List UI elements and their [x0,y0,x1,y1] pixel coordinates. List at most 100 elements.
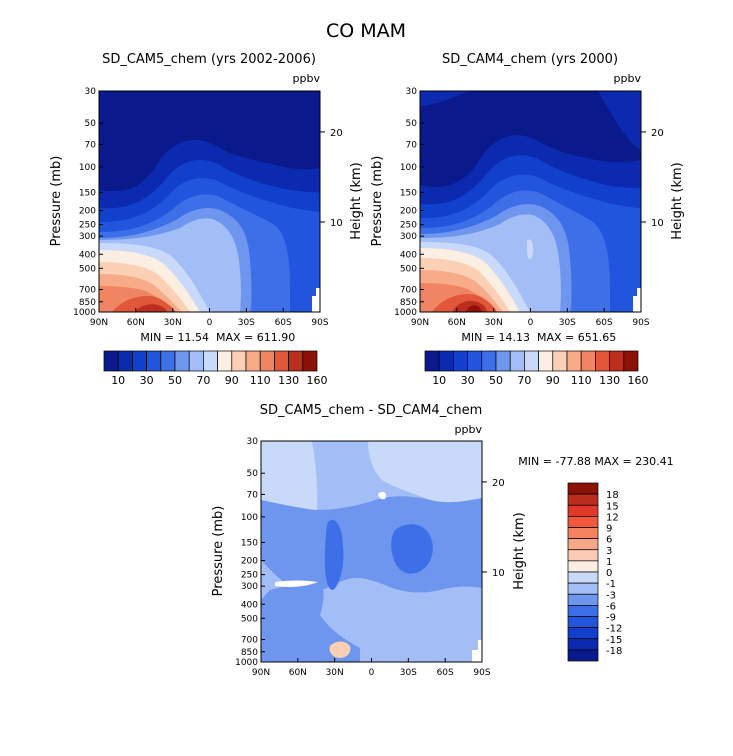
colorbar-label: 110 [250,374,271,387]
colorbar-swatch [288,350,304,372]
colorbar-label: 0 [606,568,612,579]
below-ground-mask [633,288,641,312]
colorbar-swatch [595,350,610,372]
axes: 90N 60N 30N 0 30S 60S 90S 30 50 70 100 150 200 250300… [235,437,505,678]
minmax-label: MIN = -77.88 MAX = 230.41 [518,455,673,468]
colorbar-label: 6 [606,535,612,546]
x-tick-label: 60N [289,668,307,678]
x-tick-label: 90N [252,668,270,678]
y-tick-label: 100 [79,163,96,173]
x-tick-label: 90S [311,318,328,328]
x-tick-label: 0 [528,318,534,328]
panel-title: SD_CAM5_chem (yrs 2002-2006) [102,52,316,67]
y-tick-label: 700 [241,636,258,646]
y-tick-label: 30 [247,437,259,447]
below-ground-mask [472,640,482,662]
colorbar-label: 10 [111,374,125,387]
panel-title: SD_CAM4_chem (yrs 2000) [442,52,618,67]
y-tick-label: 50 [85,119,97,129]
y-tick-label: 150 [400,188,417,198]
y-axis-label-right: Height (km) [349,162,364,239]
y-tick-label: 250 [400,221,417,231]
y-tick-label: 850 [79,298,96,308]
colorbar-swatch [567,638,599,651]
x-tick-label: 60S [275,318,292,328]
colorbar-swatch [188,350,204,372]
colorbar-label: 30 [140,374,154,387]
colorbar-swatch [567,538,599,551]
colorbar-label: 18 [606,490,619,501]
colorbar-swatch [580,350,596,372]
colorbar-label: 50 [489,374,503,387]
colorbar-swatch [609,350,625,372]
y-tick-label: 300 [241,582,258,592]
colorbar-label: 90 [546,374,560,387]
contour-field [420,91,641,312]
right-tick-label: 10 [651,218,664,229]
y-tick-label: 150 [241,538,258,548]
colorbar-swatch [524,350,539,372]
x-tick-label: 30N [326,668,344,678]
colorbar-label: 9 [606,524,612,535]
panel-cam5: SD_CAM5_chem (yrs 2002-2006) ppbv 90N 60N… [49,52,364,387]
colorbar-swatch [567,504,599,517]
colorbar-swatch [567,527,599,539]
page-title: CO MAM [326,20,406,42]
units-label: ppbv [455,423,483,436]
contour-level-neg6-a [324,519,344,590]
y-tick-label: 400 [241,600,258,610]
contour-level-13 [135,304,167,312]
units-label: ppbv [293,72,321,85]
colorbar-swatch [117,350,133,372]
y-tick-label: 200 [400,207,417,217]
contour-field [99,91,320,312]
colorbar-label: 15 [606,501,619,512]
contour-level-3 [329,641,351,658]
colorbar-label: 50 [168,374,182,387]
colorbar-label: 30 [461,374,475,387]
contour-level-0-b [378,491,387,500]
colorbar-swatch [259,350,275,372]
colorbar-swatch [623,350,639,372]
contour-level-neg6-b [391,524,433,574]
x-tick-label: 90N [90,318,108,328]
contour-level-14 [466,305,482,312]
colorbar-label: 70 [196,374,210,387]
y-tick-label: 300 [400,232,417,242]
colorbar-swatch [567,549,599,562]
x-tick-label: 90S [632,318,649,328]
y-axis-label-right: Height (km) [670,162,685,239]
y-axis-label: Pressure (mb) [370,156,385,247]
y-tick-label: 1000 [394,308,417,318]
contour-level-neg1-top [368,441,482,512]
x-tick-label: 30S [559,318,576,328]
y-tick-label: 150 [79,188,96,198]
colorbar-label: -6 [606,601,616,612]
y-axis-label: Pressure (mb) [49,156,64,247]
panel-difference: SD_CAM5_chem - SD_CAM4_chem ppbv 90N 60N 3… [211,403,674,678]
y-tick-label: 30 [85,87,97,97]
contour-level-neg3-left [261,580,360,662]
y-tick-label: 250 [241,571,258,581]
colorbar-label: -18 [606,646,622,657]
y-tick-label: 100 [241,513,258,523]
y-tick-label: 500 [241,614,258,624]
colorbar-label: -9 [606,613,616,624]
colorbar-swatch [231,350,247,372]
y-tick-label: 1000 [73,308,96,318]
colorbar-swatch [567,605,599,617]
right-tick-label: 20 [330,128,343,139]
colorbar-label: 110 [571,374,592,387]
colorbar-label: 130 [599,374,620,387]
min-label: MIN = 11.54 [140,331,209,344]
colorbar-label: -15 [606,635,622,646]
colorbar-swatch [146,350,162,372]
y-tick-label: 400 [79,250,96,260]
below-ground-mask [312,288,320,312]
colorbar-swatch [567,560,599,573]
x-tick-label: 60S [596,318,613,328]
x-tick-label: 60N [448,318,466,328]
y-tick-label: 850 [241,648,258,658]
